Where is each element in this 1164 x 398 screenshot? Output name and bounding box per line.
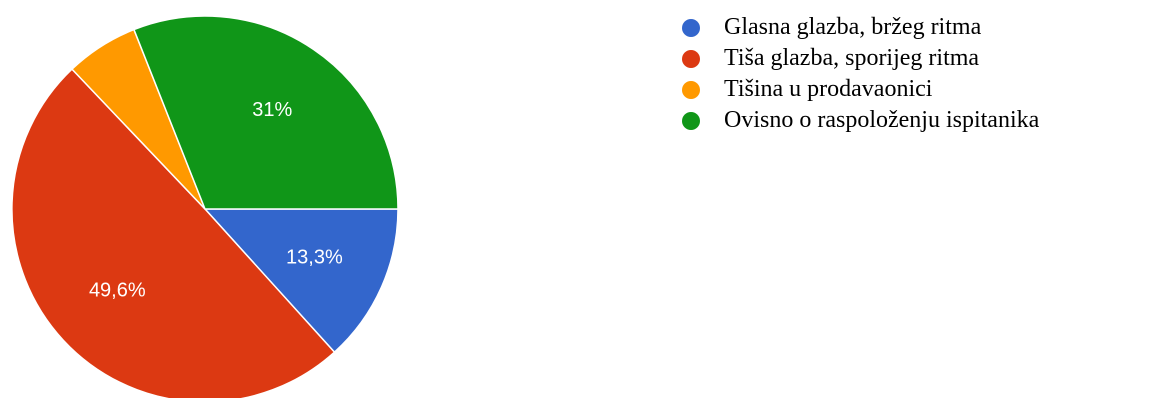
chart-legend: Glasna glazba, bržeg ritma Tiša glazba, s… [682,12,1039,136]
legend-swatch-2 [682,80,700,99]
legend-swatch-3 [682,111,700,130]
legend-swatch-1 [682,49,700,68]
pie-slice-1 [11,68,336,398]
legend-label-2: Tišina u prodavaonici [724,76,933,102]
legend-label-1: Tiša glazba, sporijeg ritma [724,45,980,71]
slice-label-3: 31% [252,99,292,121]
pie-slice-3 [133,15,399,210]
pie-chart: 13,3% 49,6% 31% [11,15,399,398]
legend-label-0: Glasna glazba, bržeg ritma [724,14,982,40]
legend-item-1: Tiša glazba, sporijeg ritma [682,43,1039,74]
legend-item-2: Tišina u prodavaonici [682,74,1039,105]
legend-swatch-0 [682,18,700,37]
pie-slice-0 [204,208,399,353]
legend-label-3: Ovisno o raspoloženju ispitanika [724,107,1040,133]
legend-item-0: Glasna glazba, bržeg ritma [682,12,1039,43]
slice-label-1: 49,6% [89,279,146,301]
slice-label-0: 13,3% [286,247,343,269]
legend-item-3: Ovisno o raspoloženju ispitanika [682,105,1039,136]
